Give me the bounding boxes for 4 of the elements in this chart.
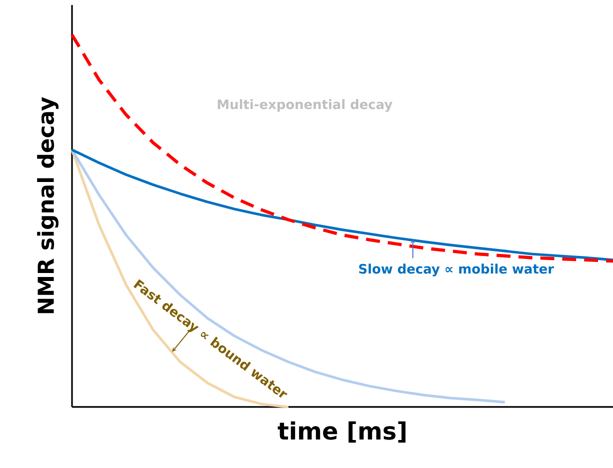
y-axis-title: NMR signal decay — [37, 97, 58, 314]
annotation: Multi-exponential decay — [218, 99, 392, 112]
x-axis-title: time [ms] — [278, 421, 406, 443]
annotation: Slow decay ∝ mobile water — [359, 264, 554, 276]
